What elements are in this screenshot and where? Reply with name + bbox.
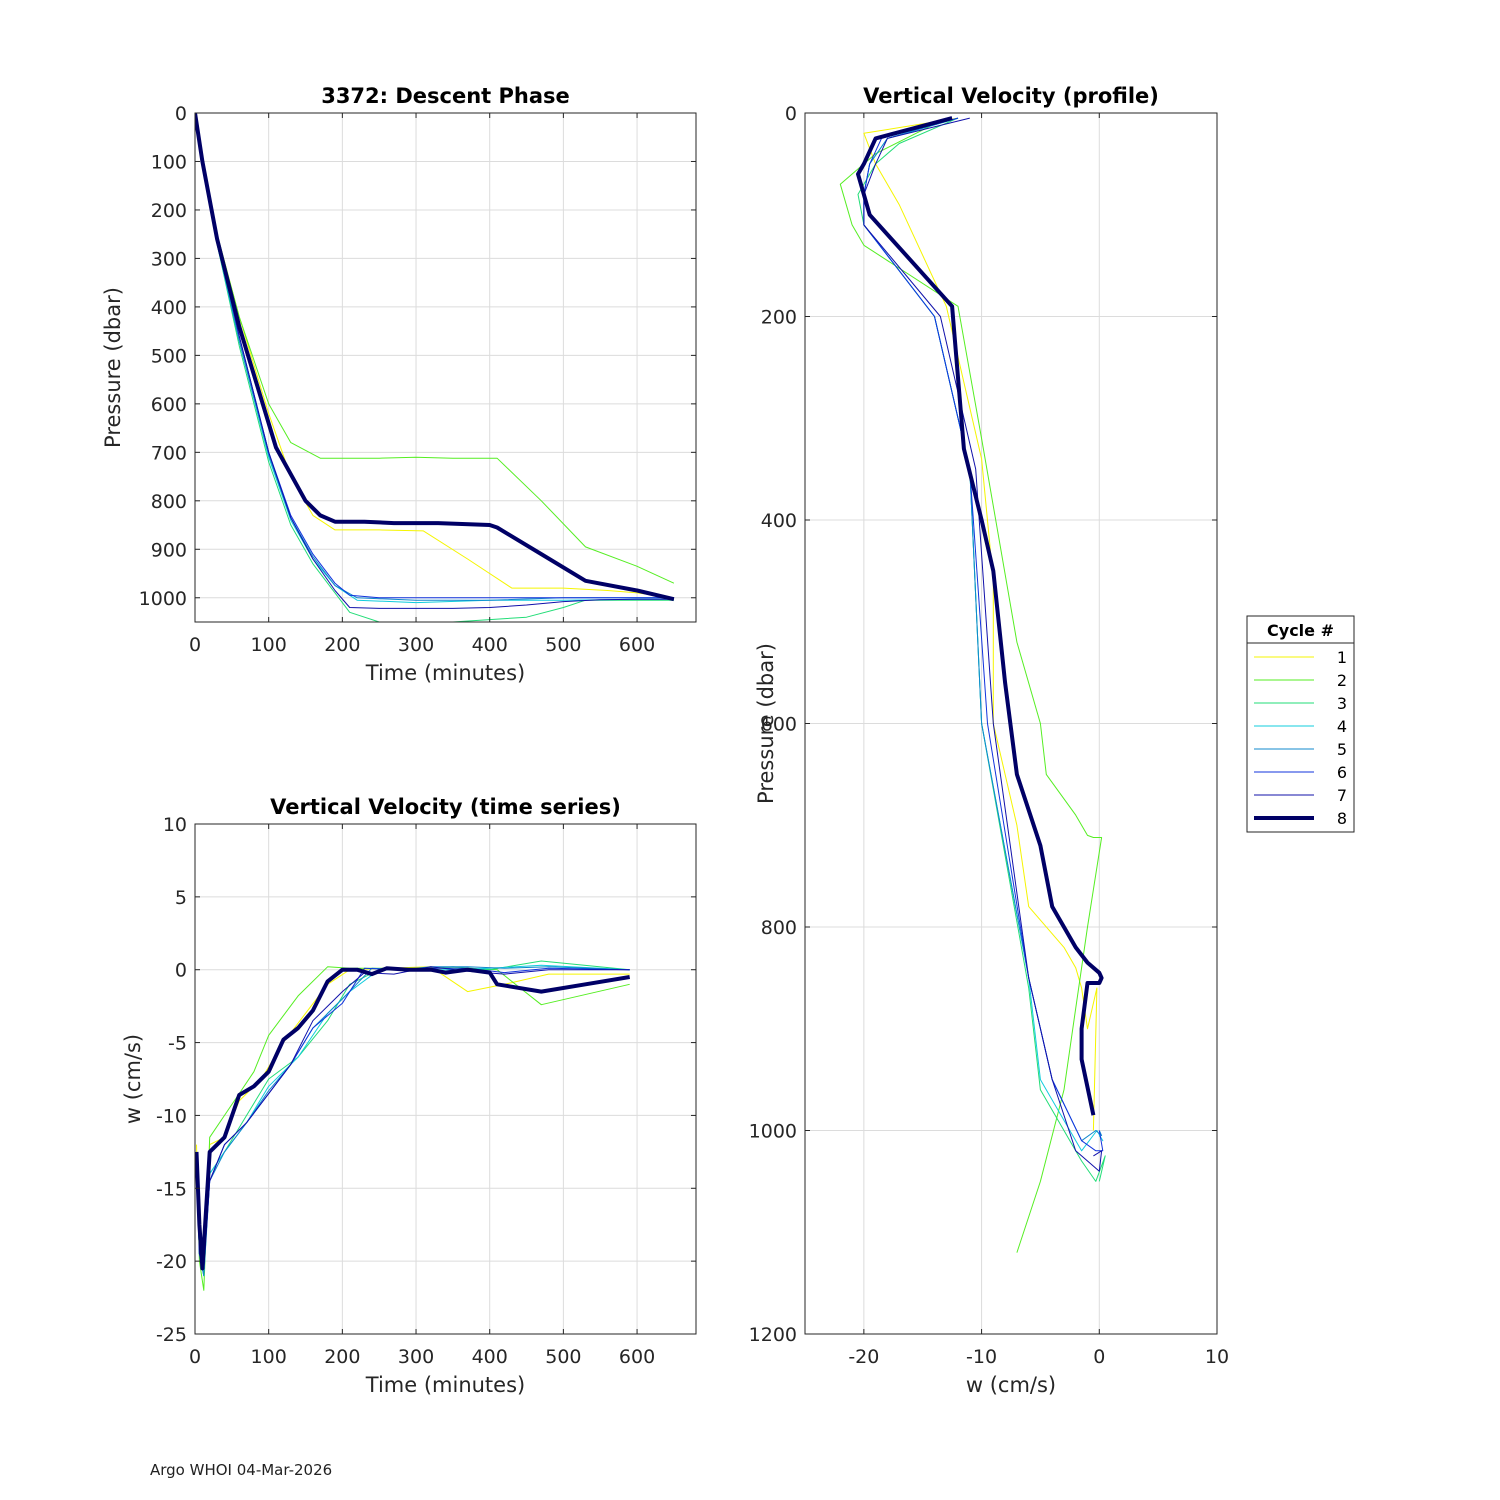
x-tick-label: 0 [189,1346,201,1368]
series-line-cycle-6 [863,117,1104,1152]
y-tick-label: 0 [175,103,187,125]
legend-label-cycle-6: 6 [1337,763,1347,782]
y-tick-label: 200 [151,200,187,222]
series-line-cycle-2 [196,966,630,1291]
x-tick-label: 500 [545,1346,581,1368]
legend-label-cycle-2: 2 [1337,671,1347,690]
legend-label-cycle-5: 5 [1337,740,1347,759]
series-line-cycle-5 [195,113,674,601]
series-line-cycle-7 [196,966,630,1269]
series-line-cycle-8 [195,966,631,1271]
y-tick-label: 200 [761,307,797,329]
y-tick-label: 800 [151,491,187,513]
x-axis-label: Time (minutes) [365,661,525,685]
y-axis-label: Pressure (dbar) [754,643,778,804]
series-line-cycle-4 [196,964,630,1277]
axes-box [194,112,697,623]
legend-label-cycle-4: 4 [1337,717,1347,736]
y-tick-label: 900 [151,539,187,561]
x-tick-label: 400 [472,1346,508,1368]
series-line-cycle-2 [839,117,1103,1253]
y-tick-label: 400 [151,297,187,319]
y-tick-label: -25 [156,1324,187,1346]
y-tick-label: 500 [151,345,187,367]
series-line-cycle-1 [196,966,630,1277]
legend-label-cycle-7: 7 [1337,786,1347,805]
footer-text: Argo WHOI 04-Mar-2026 [150,1461,333,1479]
y-tick-label: -15 [156,1178,187,1200]
y-tick-label: 5 [175,887,187,909]
series-line-cycle-7 [195,113,674,609]
x-tick-label: -10 [966,1346,997,1368]
x-tick-label: 100 [251,634,287,656]
y-tick-label: 10 [163,814,187,836]
x-tick-label: -20 [848,1346,879,1368]
y-tick-label: 0 [175,960,187,982]
series-line-cycle-2 [195,113,675,584]
legend-title: Cycle # [1267,621,1334,640]
y-tick-label: 100 [151,151,187,173]
y-tick-label: 800 [761,917,797,939]
series-line-cycle-8 [195,113,675,602]
y-tick-label: 600 [151,394,187,416]
x-axis-label: w (cm/s) [966,1373,1056,1397]
y-tick-label: -10 [156,1105,187,1127]
y-tick-label: 400 [761,510,797,532]
x-tick-label: 0 [1093,1346,1105,1368]
x-tick-label: 400 [472,634,508,656]
y-tick-label: -5 [168,1033,187,1055]
x-axis-label: Time (minutes) [365,1373,525,1397]
series-line-cycle-8 [856,116,1104,1116]
y-tick-label: 1000 [139,588,187,610]
legend-label-cycle-3: 3 [1337,694,1347,713]
y-tick-label: 300 [151,248,187,270]
chart-wtime: 0 100 200 300 400 500 600 -25 -20 -15 -10 -5 0 5 10 Ver… [121,795,697,1397]
y-tick-label: -20 [156,1251,187,1273]
x-tick-label: 300 [398,1346,434,1368]
chart-title: 3372: Descent Phase [321,84,570,108]
y-axis-label: w (cm/s) [121,1034,145,1124]
x-tick-label: 500 [545,634,581,656]
series-group [195,113,675,622]
x-tick-label: 300 [398,634,434,656]
y-axis-label: Pressure (dbar) [101,287,125,448]
chart-title: Vertical Velocity (profile) [863,84,1159,108]
x-tick-label: 10 [1205,1346,1229,1368]
chart-title: Vertical Velocity (time series) [270,795,621,819]
chart-descent: 0 100 200 300 400 500 600 0 100 200 300 400 500 600 70… [101,84,697,685]
y-tick-label: 1000 [749,1121,797,1143]
x-tick-label: 200 [324,634,360,656]
y-tick-label: 600 [761,714,797,736]
x-tick-label: 200 [324,1346,360,1368]
x-tick-label: 600 [619,634,655,656]
series-line-cycle-5 [196,966,630,1277]
series-group [195,960,631,1291]
series-line-cycle-4 [195,113,674,604]
legend-label-cycle-1: 1 [1337,648,1347,667]
y-tick-label: 0 [785,103,797,125]
legend-label-cycle-8: 8 [1337,809,1347,828]
series-group [839,116,1106,1253]
legend: Cycle #1 2 3 4 5 6 7 8 [1246,615,1355,833]
x-tick-label: 100 [251,1346,287,1368]
legend-box [1246,615,1355,833]
series-line-cycle-3 [196,960,630,1277]
x-tick-label: 0 [189,634,201,656]
y-tick-label: 700 [151,442,187,464]
x-tick-label: 600 [619,1346,655,1368]
series-line-cycle-4 [863,117,1104,1152]
axes-box [194,823,697,1335]
series-line-cycle-7 [863,117,1103,1172]
series-line-cycle-3 [195,113,674,622]
y-tick-label: 1200 [749,1324,797,1346]
series-line-cycle-6 [196,967,630,1269]
